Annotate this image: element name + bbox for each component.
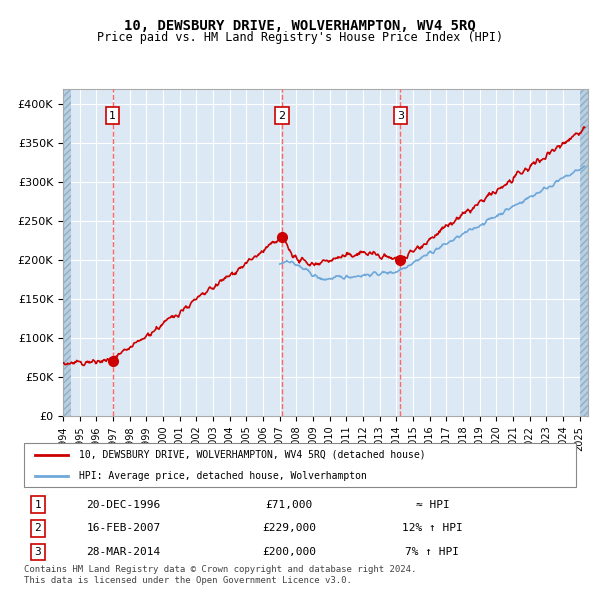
- Text: 28-MAR-2014: 28-MAR-2014: [86, 547, 160, 557]
- Bar: [63, 88, 71, 416]
- Text: 1: 1: [109, 111, 116, 121]
- Text: 3: 3: [34, 547, 41, 557]
- Text: ≈ HPI: ≈ HPI: [416, 500, 449, 510]
- Text: 7% ↑ HPI: 7% ↑ HPI: [406, 547, 460, 557]
- Text: 3: 3: [397, 111, 404, 121]
- Text: £200,000: £200,000: [262, 547, 316, 557]
- Text: Price paid vs. HM Land Registry's House Price Index (HPI): Price paid vs. HM Land Registry's House …: [97, 31, 503, 44]
- Text: 16-FEB-2007: 16-FEB-2007: [86, 523, 160, 533]
- Text: 2: 2: [278, 111, 285, 121]
- Text: £229,000: £229,000: [262, 523, 316, 533]
- Text: 20-DEC-1996: 20-DEC-1996: [86, 500, 160, 510]
- Text: £71,000: £71,000: [265, 500, 313, 510]
- Text: 1: 1: [34, 500, 41, 510]
- FancyBboxPatch shape: [24, 442, 576, 487]
- Text: 12% ↑ HPI: 12% ↑ HPI: [402, 523, 463, 533]
- Text: 10, DEWSBURY DRIVE, WOLVERHAMPTON, WV4 5RQ: 10, DEWSBURY DRIVE, WOLVERHAMPTON, WV4 5…: [124, 19, 476, 33]
- Text: 2: 2: [34, 523, 41, 533]
- Bar: [580, 88, 588, 416]
- Text: 10, DEWSBURY DRIVE, WOLVERHAMPTON, WV4 5RQ (detached house): 10, DEWSBURY DRIVE, WOLVERHAMPTON, WV4 5…: [79, 450, 426, 460]
- Text: Contains HM Land Registry data © Crown copyright and database right 2024.
This d: Contains HM Land Registry data © Crown c…: [24, 565, 416, 585]
- Text: HPI: Average price, detached house, Wolverhampton: HPI: Average price, detached house, Wolv…: [79, 471, 367, 481]
